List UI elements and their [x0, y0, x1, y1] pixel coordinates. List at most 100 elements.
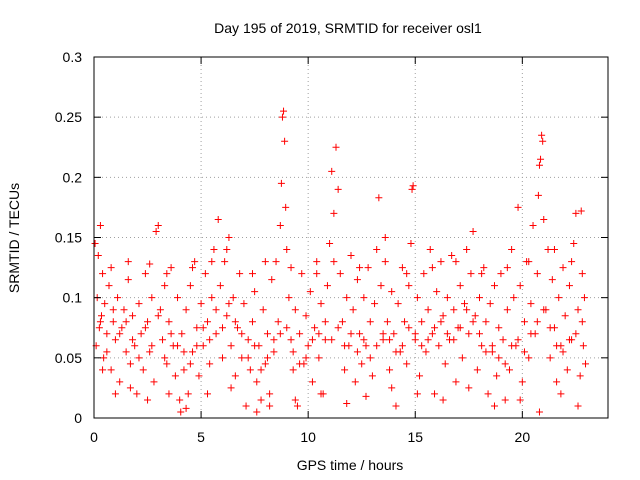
data-point	[304, 342, 312, 350]
data-point	[527, 300, 535, 308]
data-point	[193, 324, 201, 332]
data-point	[577, 207, 585, 215]
data-point	[296, 360, 304, 368]
data-point	[334, 185, 342, 193]
data-point	[557, 390, 565, 398]
data-point	[296, 330, 304, 338]
data-point	[97, 312, 105, 320]
data-point	[261, 360, 269, 368]
data-point	[116, 378, 124, 386]
data-point	[263, 354, 271, 362]
data-point	[390, 330, 398, 338]
data-point	[478, 270, 486, 278]
grid-lines	[94, 57, 608, 418]
y-tick-label: 0.2	[63, 169, 83, 185]
data-point	[195, 372, 203, 380]
data-point	[353, 276, 361, 284]
data-point	[266, 402, 274, 410]
y-tick-label: 0.25	[55, 109, 82, 125]
data-point	[315, 354, 323, 362]
data-point	[534, 191, 542, 199]
data-point	[401, 318, 409, 326]
data-point	[122, 318, 130, 326]
data-point	[278, 113, 286, 121]
data-point	[126, 384, 134, 392]
data-point	[529, 221, 537, 229]
data-point	[124, 258, 132, 266]
data-point	[353, 348, 361, 356]
data-point	[373, 246, 381, 254]
data-point	[159, 336, 167, 344]
data-point	[420, 270, 428, 278]
data-point	[163, 360, 171, 368]
data-point	[283, 324, 291, 332]
data-point	[129, 336, 137, 344]
data-point	[189, 348, 197, 356]
data-point	[437, 318, 445, 326]
data-point	[161, 282, 169, 290]
data-point	[520, 348, 528, 356]
data-point	[405, 282, 413, 290]
data-point	[306, 288, 314, 296]
data-point	[435, 342, 443, 350]
data-point	[248, 318, 256, 326]
data-point	[189, 264, 197, 272]
data-point	[565, 336, 573, 344]
data-point	[111, 390, 119, 398]
data-point	[282, 203, 290, 211]
data-point	[221, 258, 229, 266]
data-point	[516, 282, 524, 290]
data-point	[248, 270, 256, 278]
data-point	[208, 258, 216, 266]
y-tick-label: 0.3	[63, 49, 83, 65]
data-point	[236, 270, 244, 278]
data-point	[461, 300, 469, 308]
data-point	[191, 258, 199, 266]
y-axis-label: SRMTID / TECUs	[6, 183, 22, 293]
data-point	[476, 330, 483, 338]
data-point	[285, 294, 293, 302]
data-point	[214, 215, 222, 223]
data-point	[163, 270, 171, 278]
data-point	[280, 107, 288, 115]
data-point	[206, 360, 214, 368]
data-point	[377, 282, 385, 290]
data-point	[238, 354, 246, 362]
data-point	[210, 246, 218, 254]
data-point	[184, 390, 192, 398]
data-point	[141, 270, 149, 278]
data-point	[99, 366, 107, 374]
data-point	[424, 336, 432, 344]
data-point	[368, 372, 376, 380]
data-point	[114, 294, 122, 302]
data-point	[561, 312, 569, 320]
data-point	[328, 336, 336, 344]
data-point	[244, 336, 252, 344]
data-point	[197, 300, 205, 308]
data-point	[223, 246, 231, 254]
data-point	[182, 404, 190, 412]
data-point	[388, 288, 396, 296]
data-point	[283, 246, 291, 254]
data-point	[525, 354, 533, 362]
data-point	[336, 270, 344, 278]
data-point	[533, 270, 541, 278]
data-point	[514, 203, 522, 211]
data-point	[103, 330, 111, 338]
data-point	[287, 336, 295, 344]
data-point	[266, 390, 274, 398]
data-point	[433, 288, 441, 296]
data-point	[553, 378, 561, 386]
data-point	[276, 330, 284, 338]
data-point	[366, 354, 374, 362]
data-point	[413, 294, 421, 302]
data-point	[439, 312, 447, 320]
data-point	[99, 270, 107, 278]
data-point	[503, 306, 511, 314]
data-point	[493, 372, 501, 380]
data-point	[135, 300, 143, 308]
chart-title: Day 195 of 2019, SRMTID for receiver osl…	[214, 20, 482, 36]
data-point	[193, 342, 201, 350]
data-point	[358, 360, 366, 368]
